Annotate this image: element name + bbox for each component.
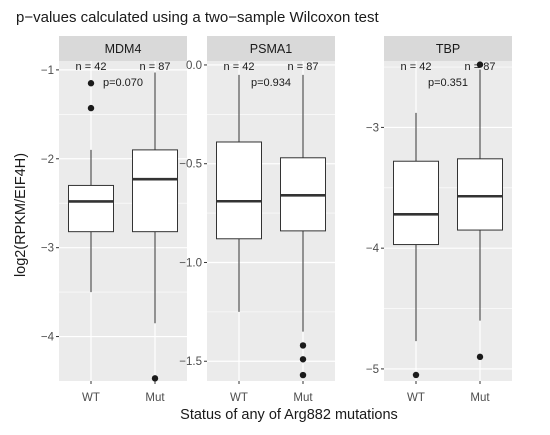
box-mut xyxy=(132,72,178,382)
facet-panel-psma1: PSMA1 0.0 −0.5 −1.0 −1.5 WT Mut n = 42 n = 87 p=0… xyxy=(179,36,335,404)
facet-strip xyxy=(207,36,335,61)
facet-panel-tbp: TBP −3 −4 −5 WT Mut n = 42 n = 87 p=0.351 xyxy=(366,36,512,404)
p-value-label: p=0.934 xyxy=(251,77,291,89)
iqr-box xyxy=(216,141,262,240)
y-tick-label: −5 xyxy=(366,364,379,376)
outlier-point xyxy=(299,371,307,379)
outlier-point xyxy=(151,375,159,382)
facet-strip xyxy=(59,36,187,61)
chart-title: p−values calculated using a two−sample W… xyxy=(16,9,380,26)
box-wt xyxy=(393,112,439,379)
outlier-point xyxy=(476,61,484,68)
outlier-point xyxy=(476,353,484,361)
y-tick-label: −3 xyxy=(41,243,54,255)
outlier-point xyxy=(412,371,420,379)
x-tick-label: Mut xyxy=(145,392,165,404)
x-tick-label: Mut xyxy=(293,392,313,404)
y-tick-label: −1.0 xyxy=(179,257,202,269)
n-label: n = 42 xyxy=(401,61,432,73)
facet-strip-label: PSMA1 xyxy=(250,42,292,56)
p-value-label: p=0.070 xyxy=(103,77,143,89)
x-tick-label: Mut xyxy=(470,392,490,404)
iqr-box xyxy=(393,160,439,246)
y-tick-label: 0.0 xyxy=(186,60,202,72)
facet-strip xyxy=(384,36,512,61)
iqr-box xyxy=(68,184,114,233)
x-axis-title: Status of any of Arg882 mutations xyxy=(180,407,398,423)
box-mut xyxy=(457,61,503,361)
x-tick-label: WT xyxy=(82,392,100,404)
y-tick-label: −3 xyxy=(366,122,379,134)
facet-strip-label: TBP xyxy=(436,42,460,56)
n-label: n = 42 xyxy=(224,61,255,73)
y-tick-label: −4 xyxy=(366,243,380,255)
n-label: n = 87 xyxy=(140,61,171,73)
y-tick-label: −1.5 xyxy=(179,356,202,368)
y-tick-label: −0.5 xyxy=(179,159,202,171)
n-label: n = 87 xyxy=(288,61,319,73)
y-tick-label: −2 xyxy=(41,154,54,166)
facet-panel-mdm4: MDM4 −1 −2 −3 −4 WT Mut n = 42 n = 87 p=0.070 xyxy=(41,36,187,404)
y-axis-title: log2(RPKM/EIF4H) xyxy=(13,153,29,277)
box-mut xyxy=(280,74,326,379)
box-wt xyxy=(216,74,262,312)
y-tick-label: −4 xyxy=(41,332,55,344)
iqr-box xyxy=(457,158,503,231)
box-wt xyxy=(68,80,114,293)
x-tick-label: WT xyxy=(230,392,248,404)
iqr-box xyxy=(132,149,178,233)
facet-strip-label: MDM4 xyxy=(105,42,142,56)
y-tick-label: −1 xyxy=(41,65,54,77)
outlier-point xyxy=(299,356,307,363)
x-tick-label: WT xyxy=(407,392,425,404)
n-label: n = 42 xyxy=(76,61,107,73)
p-value-label: p=0.351 xyxy=(428,77,468,89)
outlier-point xyxy=(87,80,95,87)
outlier-point xyxy=(87,104,95,112)
n-label: n = 87 xyxy=(465,61,496,73)
outlier-point xyxy=(299,342,307,349)
